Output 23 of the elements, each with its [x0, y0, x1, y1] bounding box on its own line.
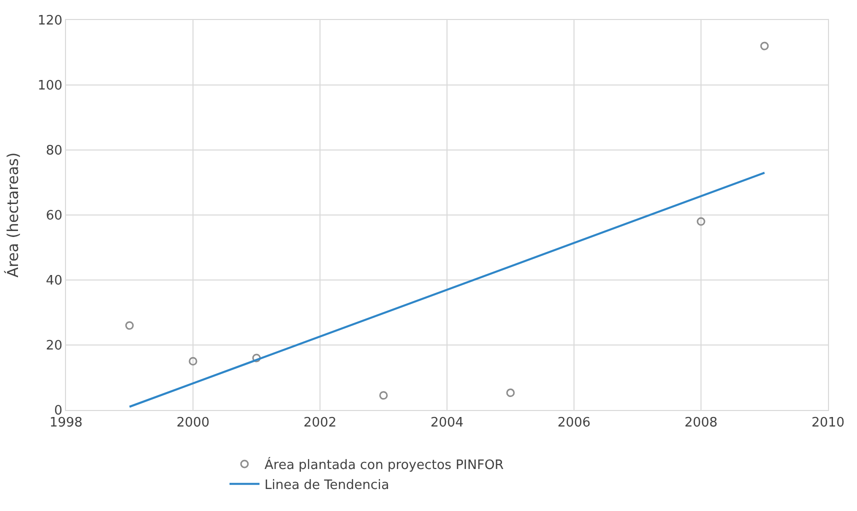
x-tick-label: 2006: [557, 416, 591, 431]
y-tick-label: 120: [38, 14, 62, 29]
point: [188, 357, 198, 366]
y-tick-label: 80: [46, 144, 62, 159]
point: [379, 391, 388, 400]
x-tick-label: 1998: [49, 416, 83, 431]
point: [125, 321, 134, 330]
x-tick-label: 2010: [811, 416, 845, 431]
x-tick-label: 2004: [430, 416, 464, 431]
legend-label: Área plantada con proyectos PINFOR: [264, 456, 504, 474]
y-tick-label: 100: [38, 78, 62, 94]
point: [696, 217, 706, 226]
point: [760, 42, 769, 50]
point: [252, 354, 261, 362]
y-tick-label: 20: [46, 338, 62, 354]
y-axis-title: Área (hectareas): [4, 152, 22, 278]
legend-label: Linea de Tendencia: [264, 478, 390, 493]
y-tick-label: 60: [46, 208, 62, 224]
x-tick-label: 2008: [684, 416, 718, 431]
y-tick-label: 40: [46, 274, 62, 289]
x-tick-label: 2002: [303, 416, 337, 431]
x-tick-label: 2000: [176, 416, 210, 431]
point: [506, 388, 515, 398]
